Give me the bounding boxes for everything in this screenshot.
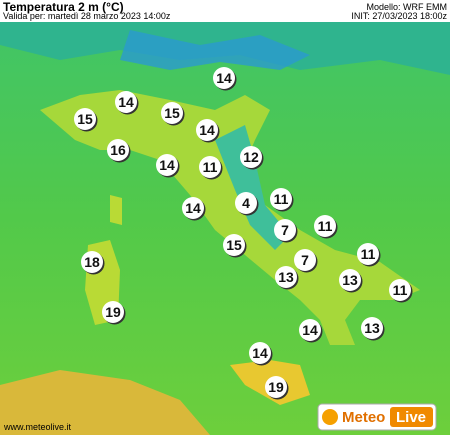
north-africa	[0, 370, 210, 435]
temperature-label: 14	[185, 200, 201, 216]
label-bubble	[314, 215, 336, 237]
temperature-label: 14	[199, 122, 215, 138]
temperature-label: 14	[216, 70, 232, 86]
label-bubble	[115, 91, 137, 113]
label-bubble	[199, 156, 221, 178]
temperature-label: 11	[203, 159, 218, 175]
temperature-label: 11	[361, 246, 376, 262]
model: Modello: WRF EMM	[366, 2, 447, 12]
temperature-label: 7	[301, 252, 309, 268]
temperature-label: 14	[302, 322, 318, 338]
logo-sun	[322, 409, 338, 425]
label-bubble	[107, 139, 129, 161]
temperature-label: 19	[268, 379, 284, 395]
temperature-label: 16	[110, 142, 126, 158]
label-bubble	[161, 102, 183, 124]
temperature-label: 14	[252, 345, 268, 361]
temperature-label: 18	[84, 254, 100, 270]
label-bubble	[389, 279, 411, 301]
label-bubble	[74, 108, 96, 130]
label-bubble	[213, 67, 235, 89]
label-bubble	[249, 342, 271, 364]
corsica	[110, 195, 122, 225]
label-bubble	[270, 188, 292, 210]
label-bubble	[339, 269, 361, 291]
temperature-label: 15	[77, 111, 93, 127]
temperature-label: 12	[243, 149, 259, 165]
label-bubble	[102, 301, 124, 323]
label-bubble	[275, 266, 297, 288]
temperature-label: 7	[281, 222, 289, 238]
label-bubble	[357, 243, 379, 265]
logo-left: Meteo	[342, 409, 385, 426]
label-bubble	[156, 154, 178, 176]
temperature-label: 4	[242, 195, 250, 211]
label-bubble	[81, 251, 103, 273]
temperature-label: 13	[278, 269, 294, 285]
label-bubble	[223, 234, 245, 256]
temperature-label: 13	[342, 272, 358, 288]
footer-url: www.meteolive.it	[3, 422, 72, 432]
label-bubble	[235, 192, 257, 214]
temperature-label: 15	[164, 105, 180, 121]
apennines	[215, 125, 290, 250]
temperature-label: 14	[159, 157, 175, 173]
temperature-label: 13	[364, 320, 380, 336]
temperature-label: 11	[318, 218, 333, 234]
logo-tag	[390, 407, 433, 427]
title: Temperatura 2 m (°C)	[3, 0, 124, 14]
logo-right: Live	[396, 409, 426, 426]
label-bubble	[182, 197, 204, 219]
alps	[120, 30, 310, 70]
label-bubble	[294, 249, 316, 271]
temperature-label: 19	[105, 304, 121, 320]
temperature-label: 14	[118, 94, 134, 110]
label-bubble	[299, 319, 321, 341]
subtitle: Valida per: martedì 28 marzo 2023 14:00z	[3, 11, 171, 21]
label-bubble	[196, 119, 218, 141]
temperature-label: 11	[274, 191, 289, 207]
temperature-label: 15	[226, 237, 242, 253]
label-bubble	[361, 317, 383, 339]
header-band	[0, 0, 450, 22]
temperature-label: 11	[393, 282, 408, 298]
label-bubble	[274, 219, 296, 241]
init: INIT: 27/03/2023 18:00z	[351, 11, 447, 21]
italy-mainland	[40, 90, 420, 345]
label-bubble	[240, 146, 262, 168]
label-bubble	[265, 376, 287, 398]
